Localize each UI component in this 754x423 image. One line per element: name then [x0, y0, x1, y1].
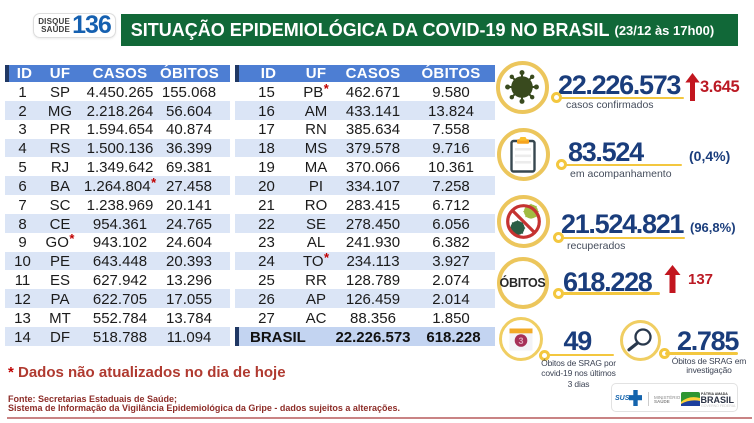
- svg-text:3: 3: [518, 336, 523, 346]
